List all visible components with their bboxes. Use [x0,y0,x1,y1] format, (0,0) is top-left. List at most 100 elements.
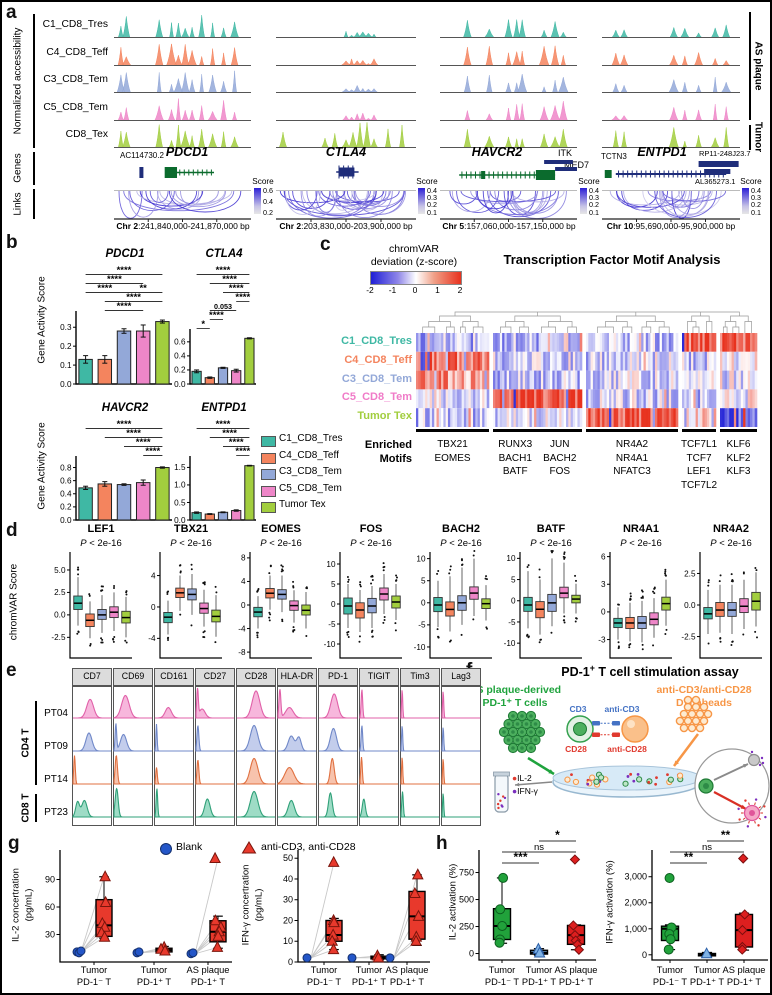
c-colorbar-tick: 0 [412,285,418,295]
e-ridges-HLA-DR [277,689,317,818]
svg-text:0: 0 [642,950,647,960]
svg-text:-5: -5 [508,618,516,627]
c-motif-TCF7L2: TCF7L2 [680,479,718,491]
c-motif-KLF3: KLF3 [726,466,751,477]
ridge [195,760,235,785]
svg-text:****: **** [229,437,244,448]
a-coord-range: :95,690,000-95,900,000 bp [633,221,736,231]
a-score-label-3: Score [740,177,762,186]
d-boxplot-BACH2: 10 5 0 -5 -10 [414,550,492,659]
c-motif-JUN: JUN [550,439,570,450]
data-point [327,855,340,867]
a-links-ENTPD1 [602,190,740,222]
a-track-CD8_Tex-CTLA4 [276,122,416,148]
a-track-label-C4_CD8_Teff: C4_CD8_Teff [46,46,108,58]
e-col-header-Tim3: Tim3 [400,668,440,686]
b-chart-title-HAVCR2: HAVCR2 [101,402,149,414]
ridge [400,690,440,719]
d-pvalue-FOS: P < 2e-16 [324,538,418,549]
b-y-axis-label-top: Gene Activity Score [36,276,48,364]
b-legend-swatch-C4_CD8_Teff [261,452,276,464]
svg-text:40: 40 [283,874,293,884]
svg-text:0.4: 0.4 [60,490,72,499]
svg-text:1.5: 1.5 [174,463,186,472]
a-track-label-CD8_Tex: CD8_Tex [65,129,108,140]
a-score-colorbar-1 [418,188,425,214]
d-pvalue-NR4A2: P < 2e-16 [684,538,770,549]
h-x-label-line2: PD-1⁺ T [726,976,762,987]
data-point [302,953,312,963]
svg-text:****: **** [222,274,237,285]
c-motif-TCF7: TCF7 [686,452,712,464]
d-p-rest: < 2e-16 [356,538,392,549]
b-legend-swatch-C3_CD8_Tem [261,469,276,480]
svg-text:****: **** [97,283,112,294]
svg-text:500: 500 [459,895,474,905]
ridge [277,767,317,785]
svg-text:20: 20 [283,915,293,925]
svg-text:5: 5 [511,575,516,584]
ridge [113,755,153,785]
ridge [196,798,235,818]
c-row-label-C3_CD8_Tem: C3_CD8_Tem [341,372,412,385]
d-pvalue-TBX21: P < 2e-16 [144,538,238,549]
a-track-label-C1_CD8_Tres: C1_CD8_Tres [42,19,108,30]
svg-text:10: 10 [506,554,516,563]
a-coord-2: Chr 5:157,060,000-157,150,000 bp [424,221,594,231]
f-title-post: T cell stimulation assay [594,665,739,680]
h-x-label-line1: Tumor [693,965,721,975]
b-legend-label-C5_CD8_Tem: C5_CD8_Tem [279,482,342,494]
svg-text:2.5: 2.5 [54,588,66,597]
svg-text:0.1: 0.1 [60,361,72,370]
svg-text:0: 0 [421,599,426,608]
data-point [188,948,198,958]
c-colorbar-title-line1: chromVAR [389,243,439,255]
b-legend-swatch-C1_CD8_Tres [261,436,276,447]
panel-b-letter: b [6,232,18,253]
e-ridges-PD-1 [319,693,358,818]
svg-text:250: 250 [459,922,474,932]
bar [116,330,132,385]
c-colorbar-tick: 1 [435,285,440,295]
data-point [209,914,222,926]
b-bar-chart-ENTPD1: 0.00.51.01.5**************** [174,419,256,525]
e-ridges-TIGIT [359,689,399,818]
svg-text:-4: -4 [148,634,156,643]
a-track-C1_CD8_Tres-ENTPD1 [602,24,740,38]
g-x-label-line2: PD-1⁺ T [351,976,387,987]
panel-g-letter: g [8,833,20,854]
e-row-label-PT04: PT04 [44,708,68,719]
e-ridges-CD7 [72,699,112,818]
c-enriched-label-line1: Enriched [364,439,412,451]
d-pvalue-BATF: P < 2e-16 [504,538,598,549]
b-y-axis-label-bottom: Gene Activity Score [36,422,48,510]
d-boxplot-LEF1: 5.0 2.5 0.0 -2.5 [51,552,132,659]
a-coord-chr: Chr 5 [442,221,465,231]
c-motif-NR4A1: NR4A1 [615,452,649,464]
g-x-label-line2: PD-1⁺ T [136,976,172,987]
svg-text:****: **** [216,419,231,430]
ridge [154,767,194,785]
data-point [533,946,546,958]
data-point [211,940,224,952]
panel-d-letter: d [6,520,18,541]
a-coord-0: Chr 2:241,840,000-241,870,000 bp [98,221,268,231]
a-links-label: Links [12,192,24,216]
c-motif-BATF: BATF [502,466,528,477]
h-x-label-line2: PD-1⁺ T [689,976,725,987]
svg-text:0: 0 [331,600,336,609]
e-col-box-Tim3 [400,686,440,826]
svg-text:****: **** [117,419,132,430]
h-x-label-line1: Tumor [525,965,553,975]
ridge [277,689,317,719]
a-gene-glyph-CTLA4 [336,165,359,179]
svg-text:0.2: 0.2 [60,342,72,351]
d-p-italic: P [620,538,627,549]
svg-text:0.2: 0.2 [60,503,72,512]
d-p-italic: P [440,538,447,549]
d-p-italic: P [80,538,87,549]
svg-text:4: 4 [241,577,246,586]
svg-text:0.0: 0.0 [174,516,186,525]
d-plot-title-LEF1: LEF1 [87,523,115,535]
svg-text:*: * [555,828,560,842]
